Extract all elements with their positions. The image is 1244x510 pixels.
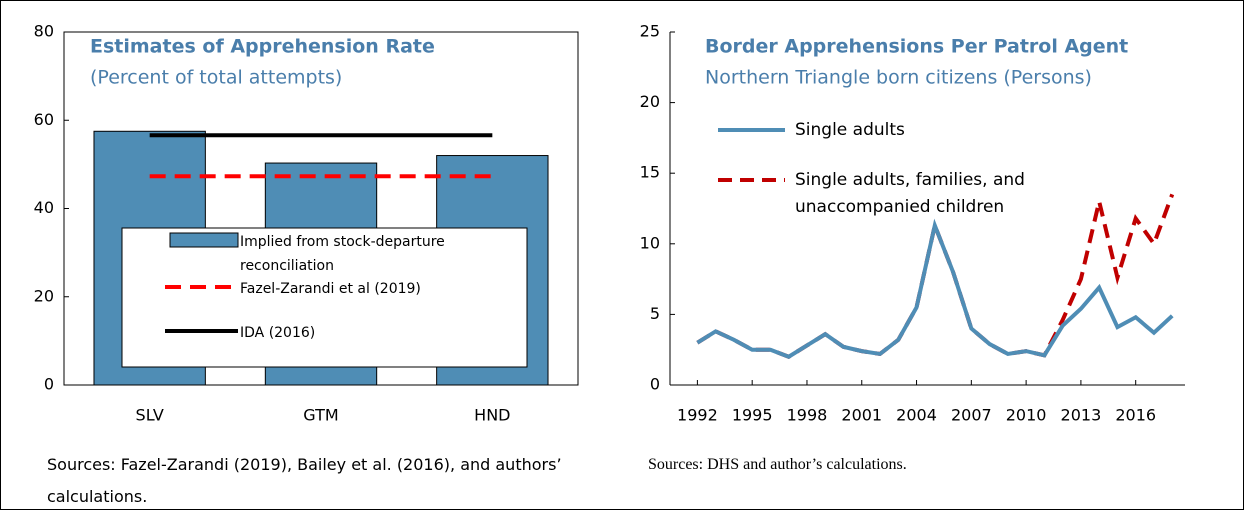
y-tick-label: 40: [34, 198, 54, 217]
legend-box: [121, 227, 528, 368]
x-tick-label: 2007: [951, 406, 992, 425]
plot-frame: [63, 31, 579, 386]
x-tick-label: GTM: [303, 406, 338, 425]
x-tick-label: HND: [474, 406, 510, 425]
y-tick-label: 0: [44, 375, 54, 394]
legend-swatch: [169, 232, 239, 248]
legend-label: Fazel-Zarandi et al (2019): [240, 281, 421, 297]
x-tick-label: 1995: [732, 406, 773, 425]
x-tick-label: 2001: [841, 406, 882, 425]
x-tick-label: SLV: [136, 406, 164, 425]
legend-label: Single adults: [795, 120, 905, 140]
y-tick-label: 80: [34, 22, 54, 41]
legend-label: Implied from stock-departure reconciliat…: [240, 234, 445, 274]
y-tick-label: 15: [640, 163, 660, 182]
x-tick-label: 2016: [1115, 406, 1156, 425]
x-tick-label: 1998: [787, 406, 828, 425]
chart-title: Border Apprehensions Per Patrol Agent: [705, 36, 1128, 58]
y-tick-label: 60: [34, 110, 54, 129]
source-note: Sources: DHS and author’s calculations.: [648, 456, 907, 473]
x-tick-label: 2004: [896, 406, 937, 425]
legend-label: IDA (2016): [240, 325, 316, 341]
y-tick-label: 20: [640, 92, 660, 111]
x-tick-label: 1992: [677, 406, 718, 425]
y-tick-label: 0: [650, 375, 660, 394]
line: [696, 218, 1174, 359]
chart-subtitle: Northern Triangle born citizens (Persons…: [705, 67, 1092, 89]
y-tick-label: 20: [34, 286, 54, 305]
x-tick-label: 2013: [1061, 406, 1102, 425]
source-note: Sources: Fazel-Zarandi (2019), Bailey et…: [47, 455, 562, 506]
y-tick-label: 10: [640, 233, 660, 252]
chart-title: Estimates of Apprehension Rate: [90, 36, 435, 58]
y-tick-label: 25: [640, 22, 660, 41]
chart-subtitle: (Percent of total attempts): [90, 67, 342, 89]
y-tick-label: 5: [650, 304, 660, 323]
x-tick-label: 2010: [1006, 406, 1047, 425]
legend-label: Single adults, families, and unaccompani…: [795, 170, 1025, 217]
